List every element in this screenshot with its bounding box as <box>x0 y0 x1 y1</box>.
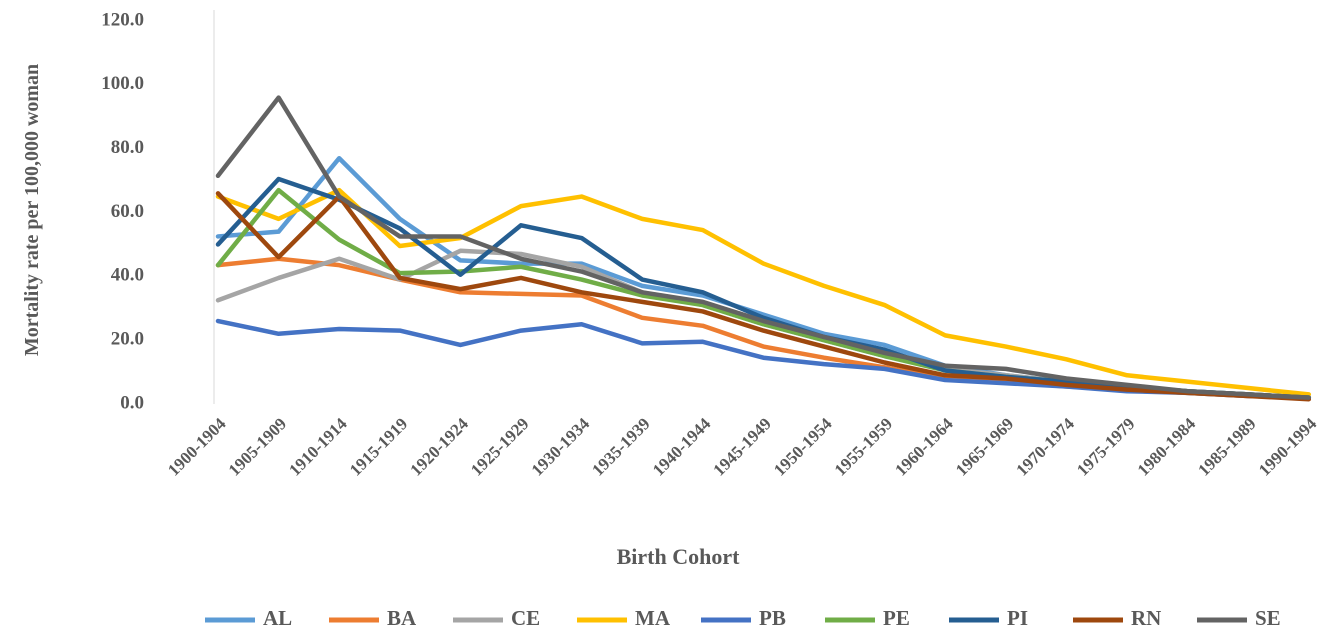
x-axis-label: Birth Cohort <box>617 544 741 569</box>
series-line <box>215 155 1312 400</box>
legend-label: MA <box>635 606 671 630</box>
x-tick-label: 1960-1964 <box>891 414 957 480</box>
y-tick-label: 80.0 <box>111 137 144 158</box>
x-tick-label: 1920-1924 <box>406 414 472 480</box>
legend-label: SE <box>1255 606 1281 630</box>
y-axis-label: Mortality rate per 100,000 woman <box>21 63 43 357</box>
x-tick-label: 1970-1974 <box>1012 414 1078 480</box>
series-line <box>215 95 1312 400</box>
y-tick-label: 20.0 <box>111 329 144 350</box>
x-tick-label: 1965-1969 <box>952 414 1018 480</box>
legend-label: PB <box>759 606 786 630</box>
x-tick-label: 1980-1984 <box>1134 414 1200 480</box>
x-tick-label: 1955-1959 <box>831 414 897 480</box>
x-tick-label: 1985-1989 <box>1194 414 1260 480</box>
series-line <box>215 187 1312 397</box>
x-tick-label: 1915-1919 <box>346 414 412 480</box>
x-tick-label: 1910-1914 <box>285 414 351 480</box>
x-tick-label: 1975-1979 <box>1073 414 1139 480</box>
legend-label: PI <box>1007 606 1028 630</box>
series-line <box>215 176 1312 400</box>
series-line <box>215 191 1312 402</box>
y-tick-label: 40.0 <box>111 265 144 286</box>
x-tick-label: 1905-1909 <box>225 414 291 480</box>
legend-label: RN <box>1131 606 1161 630</box>
legend-label: PE <box>883 606 910 630</box>
legend-label: CE <box>511 606 540 630</box>
x-tick-label: 1940-1944 <box>649 414 715 480</box>
y-tick-label: 120.0 <box>101 9 144 30</box>
legend-label: AL <box>263 606 292 630</box>
x-tick-label: 1935-1939 <box>588 414 654 480</box>
x-tick-label: 1930-1934 <box>528 414 594 480</box>
x-tick-label: 1950-1954 <box>770 414 836 480</box>
y-tick-label: 60.0 <box>111 201 144 222</box>
x-tick-label: 1900-1904 <box>164 414 230 480</box>
x-tick-label: 1925-1929 <box>467 414 533 480</box>
legend-label: BA <box>387 606 417 630</box>
y-tick-label: 0.0 <box>120 392 144 413</box>
y-tick-label: 100.0 <box>101 73 144 94</box>
x-tick-label: 1990-1994 <box>1255 414 1321 480</box>
x-tick-label: 1945-1949 <box>709 414 775 480</box>
